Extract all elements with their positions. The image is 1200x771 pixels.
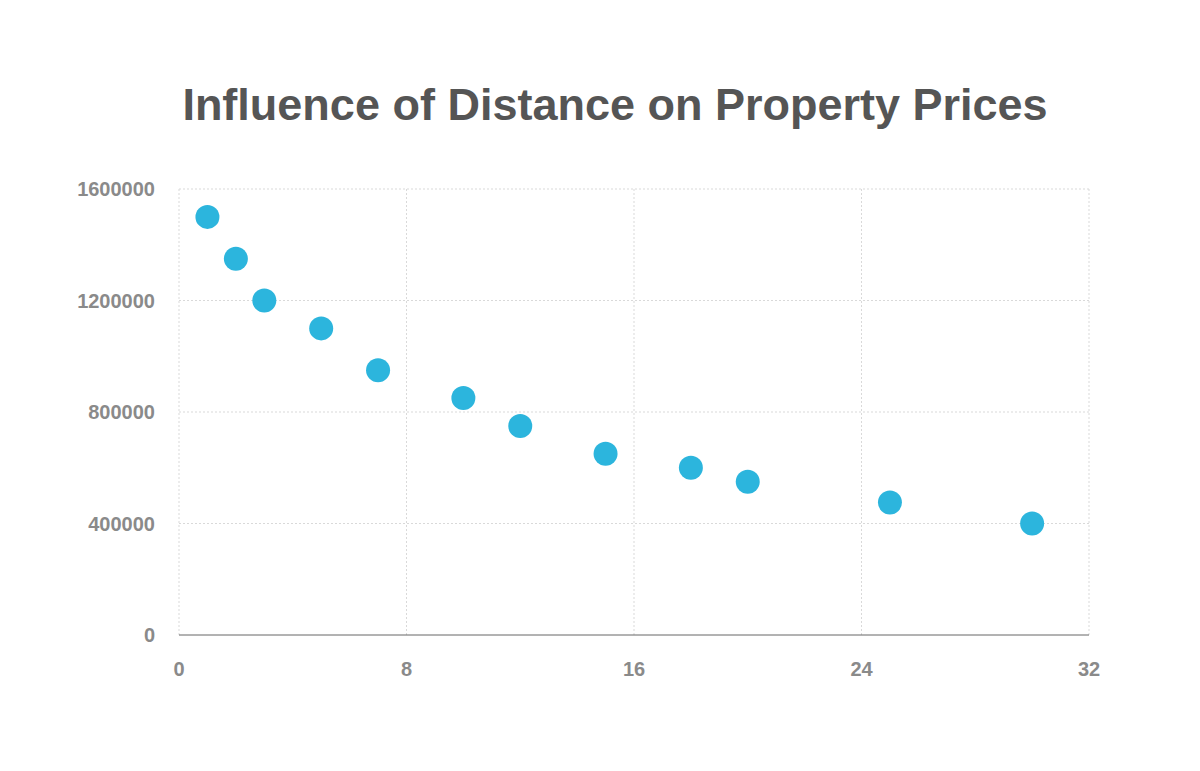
x-tick-label: 0 [173, 658, 184, 680]
grid-line-x [861, 189, 862, 635]
grid-line-x [406, 189, 407, 635]
point [594, 442, 618, 466]
chart-title: Influence of Distance on Property Prices [182, 79, 1047, 130]
grid-line-y [179, 412, 1089, 413]
x-tick-label: 24 [850, 658, 873, 680]
grid-line-y [179, 300, 1089, 301]
y-tick-label: 0 [144, 624, 155, 646]
point [366, 358, 390, 382]
y-tick-label: 400000 [88, 513, 155, 535]
x-axis-line [179, 635, 1089, 636]
point [309, 316, 333, 340]
x-tick-label: 16 [623, 658, 645, 680]
point [451, 386, 475, 410]
point [508, 414, 532, 438]
chart: Influence of Distance on Property Prices… [0, 0, 1200, 771]
y-tick-label: 1600000 [77, 178, 155, 200]
point [252, 289, 276, 313]
y-tick-label: 800000 [88, 401, 155, 423]
y-tick-label: 1200000 [77, 290, 155, 312]
x-tick-label: 32 [1078, 658, 1100, 680]
point [736, 470, 760, 494]
grid-line-y [179, 523, 1089, 524]
point [195, 205, 219, 229]
point [1020, 512, 1044, 536]
x-tick-label: 8 [401, 658, 412, 680]
grid-line-x [634, 189, 635, 635]
grid-line-x [179, 189, 180, 635]
grid [179, 189, 1089, 635]
point [878, 491, 902, 515]
marks [195, 205, 1044, 536]
grid-line-x [1089, 189, 1090, 635]
point [224, 247, 248, 271]
point [679, 456, 703, 480]
